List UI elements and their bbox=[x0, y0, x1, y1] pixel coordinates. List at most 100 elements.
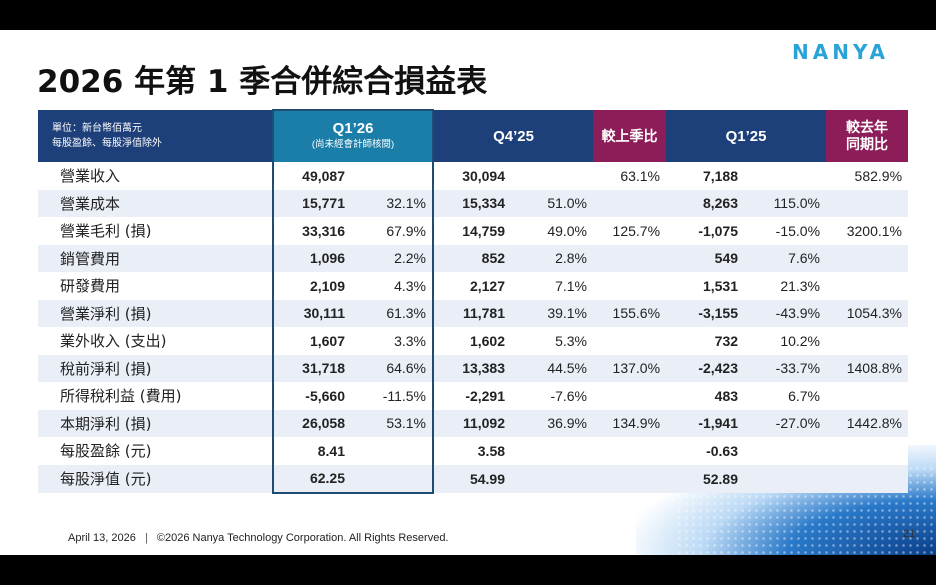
table-row: 研發費用 2,109 4.3% 2,127 7.1% 1,531 21.3% bbox=[38, 272, 909, 300]
q126-percent bbox=[353, 464, 435, 494]
q125-percent: 115.0% bbox=[746, 189, 827, 217]
qoq-change bbox=[593, 464, 667, 493]
qoq-change bbox=[593, 327, 667, 355]
yoy-change bbox=[826, 382, 909, 410]
q425-percent: 51.0% bbox=[513, 189, 594, 217]
q125-percent: -43.9% bbox=[746, 299, 827, 327]
unit-note-line: 單位：新台幣佰萬元 bbox=[52, 123, 142, 134]
header-q126-label: Q1’26 bbox=[332, 119, 374, 137]
header-q126: Q1’26 (尚未經會計師核閱) bbox=[271, 109, 435, 162]
q425-value: 30,094 bbox=[433, 162, 514, 190]
q425-percent: 2.8% bbox=[513, 244, 594, 272]
page-title: 2026 年第 1 季合併綜合損益表 bbox=[37, 64, 488, 100]
q425-percent: 39.1% bbox=[513, 299, 594, 327]
q125-percent: -27.0% bbox=[746, 409, 827, 437]
q125-percent: -33.7% bbox=[746, 354, 827, 382]
q425-percent bbox=[513, 464, 594, 493]
yoy-change bbox=[826, 189, 909, 217]
yoy-change bbox=[826, 272, 909, 300]
q125-value: 7,188 bbox=[666, 162, 747, 190]
q126-value: 30,111 bbox=[272, 299, 353, 327]
q126-value: 26,058 bbox=[272, 409, 353, 437]
q125-value: -1,941 bbox=[666, 409, 747, 437]
q125-value: -2,423 bbox=[666, 354, 747, 382]
footer-copyright: ©2026 Nanya Technology Corporation. All … bbox=[156, 532, 449, 544]
q126-percent bbox=[353, 437, 435, 465]
q425-value: 11,781 bbox=[433, 299, 514, 327]
table-body: 營業收入 49,087 30,094 63.1% 7,188 582.9% 營業成本 15,7… bbox=[38, 162, 909, 494]
qoq-change: 125.7% bbox=[593, 217, 667, 245]
q125-value: -1,075 bbox=[666, 217, 747, 245]
unit-note: 單位：新台幣佰萬元 每股盈餘、每股淨值除外 bbox=[38, 110, 273, 162]
yoy-change: 3200.1% bbox=[826, 217, 909, 245]
q126-value: 1,607 bbox=[272, 327, 353, 355]
q425-value: 3.58 bbox=[433, 437, 514, 465]
q425-percent: 36.9% bbox=[513, 409, 594, 437]
q125-percent: 21.3% bbox=[746, 272, 827, 300]
yoy-change bbox=[826, 464, 909, 493]
footer-separator: | bbox=[144, 532, 148, 544]
header-yoy-line: 同期比 bbox=[846, 136, 889, 152]
qoq-change: 155.6% bbox=[593, 299, 667, 327]
q125-percent bbox=[746, 162, 827, 190]
qoq-change bbox=[593, 382, 667, 410]
q126-percent: 2.2% bbox=[353, 244, 435, 272]
q126-value: -5,660 bbox=[272, 382, 353, 410]
footer-date: April 13, 2026 bbox=[68, 532, 136, 544]
q425-value: -2,291 bbox=[433, 382, 514, 410]
table-header-row: 單位：新台幣佰萬元 每股盈餘、每股淨值除外 Q1’26 (尚未經會計師核閱) Q… bbox=[38, 109, 909, 162]
row-label: 每股盈餘 (元) bbox=[38, 437, 273, 465]
qoq-change bbox=[593, 244, 667, 272]
q125-value: 8,263 bbox=[666, 189, 747, 217]
slide: NANYA 2026 年第 1 季合併綜合損益表 單位：新台幣佰萬元 每股盈餘、… bbox=[0, 30, 936, 555]
table-row: 營業成本 15,771 32.1% 15,334 51.0% 8,263 115.0% bbox=[38, 189, 909, 217]
nanya-logo: NANYA bbox=[792, 40, 890, 64]
header-q126-note: (尚未經會計師核閱) bbox=[311, 138, 395, 150]
table-row: 銷管費用 1,096 2.2% 852 2.8% 549 7.6% bbox=[38, 244, 909, 272]
header-qoq: 較上季比 bbox=[593, 110, 667, 162]
row-label: 研發費用 bbox=[38, 272, 273, 300]
q125-percent: -15.0% bbox=[746, 217, 827, 245]
q125-value: 732 bbox=[666, 327, 747, 355]
income-statement-table: 單位：新台幣佰萬元 每股盈餘、每股淨值除外 Q1’26 (尚未經會計師核閱) Q… bbox=[38, 109, 909, 494]
table-row: 每股淨值 (元) 62.25 54.99 52.89 bbox=[38, 464, 909, 494]
q126-value: 8.41 bbox=[272, 437, 353, 465]
q425-percent: 49.0% bbox=[513, 217, 594, 245]
qoq-change bbox=[593, 189, 667, 217]
q126-percent: 67.9% bbox=[353, 217, 435, 245]
q425-value: 13,383 bbox=[433, 354, 514, 382]
header-q425: Q4’25 bbox=[433, 110, 594, 162]
row-label: 銷管費用 bbox=[38, 244, 273, 272]
q125-value: -0.63 bbox=[666, 437, 747, 465]
row-label: 營業成本 bbox=[38, 189, 273, 217]
q126-value: 62.25 bbox=[272, 464, 353, 494]
q125-percent bbox=[746, 464, 827, 493]
q125-value: 549 bbox=[666, 244, 747, 272]
table-row: 營業毛利 (損) 33,316 67.9% 14,759 49.0% 125.7% -1,0… bbox=[38, 217, 909, 245]
q125-value: 1,531 bbox=[666, 272, 747, 300]
table-row: 所得稅利益 (費用) -5,660 -11.5% -2,291 -7.6% 483 6.7% bbox=[38, 382, 909, 410]
q126-value: 33,316 bbox=[272, 217, 353, 245]
row-label: 稅前淨利 (損) bbox=[38, 354, 273, 382]
q425-percent: 7.1% bbox=[513, 272, 594, 300]
unit-note-line: 每股盈餘、每股淨值除外 bbox=[52, 138, 162, 149]
table-row: 營業淨利 (損) 30,111 61.3% 11,781 39.1% 155.6% -3,1… bbox=[38, 299, 909, 327]
yoy-change bbox=[826, 437, 909, 465]
q425-value: 852 bbox=[433, 244, 514, 272]
q125-percent: 7.6% bbox=[746, 244, 827, 272]
q126-value: 49,087 bbox=[272, 162, 353, 190]
q425-value: 15,334 bbox=[433, 189, 514, 217]
q126-value: 31,718 bbox=[272, 354, 353, 382]
yoy-change: 1054.3% bbox=[826, 299, 909, 327]
page-number: 21 bbox=[903, 528, 916, 540]
q126-percent: 61.3% bbox=[353, 299, 435, 327]
header-yoy-line: 較去年 bbox=[846, 119, 889, 135]
row-label: 本期淨利 (損) bbox=[38, 409, 273, 437]
qoq-change: 134.9% bbox=[593, 409, 667, 437]
q425-value: 14,759 bbox=[433, 217, 514, 245]
footer: April 13, 2026 | ©2026 Nanya Technology … bbox=[68, 532, 449, 544]
row-label: 每股淨值 (元) bbox=[38, 464, 273, 493]
header-q125: Q1’25 bbox=[666, 110, 827, 162]
q125-value: -3,155 bbox=[666, 299, 747, 327]
table-row: 業外收入 (支出) 1,607 3.3% 1,602 5.3% 732 10.2% bbox=[38, 327, 909, 355]
